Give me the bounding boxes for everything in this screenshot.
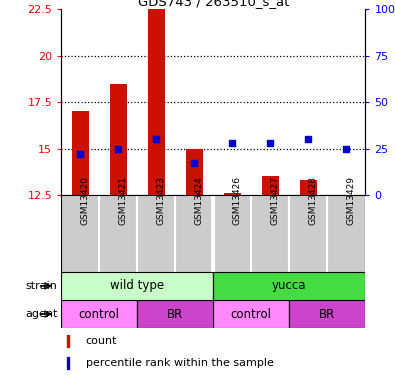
Text: GSM13426: GSM13426 [232,176,241,225]
Bar [289,195,327,272]
Point [153,136,160,142]
Text: strain: strain [25,281,57,291]
Title: GDS743 / 263510_s_at: GDS743 / 263510_s_at [137,0,289,8]
Bar [137,300,213,328]
Text: count: count [86,336,117,346]
Bar [327,195,365,272]
Bar [61,300,137,328]
Point [305,136,312,142]
Bar [213,300,289,328]
Point [77,151,83,157]
Text: control: control [79,308,120,321]
Bar [213,272,365,300]
Text: GSM13428: GSM13428 [308,176,317,225]
Bar [224,193,241,195]
Text: yucca: yucca [272,279,307,292]
Text: GSM13429: GSM13429 [346,176,356,225]
Bar [175,195,213,272]
Bar [61,300,137,328]
Text: BR: BR [167,308,183,321]
Text: GSM13423: GSM13423 [156,176,165,225]
Point [267,140,273,146]
Bar [67,357,68,369]
Bar [300,180,317,195]
Bar [137,300,213,328]
Bar [67,335,68,347]
Bar [61,272,213,300]
Bar [213,272,365,300]
Bar [137,195,175,272]
Bar [289,300,365,328]
Bar [251,195,289,272]
Point [115,146,121,152]
Text: BR: BR [319,308,335,321]
Text: GSM13421: GSM13421 [118,176,127,225]
Text: GSM13427: GSM13427 [270,176,279,225]
Text: control: control [231,308,272,321]
Text: GSM13420: GSM13420 [80,176,89,225]
Point [229,140,235,146]
Text: percentile rank within the sample: percentile rank within the sample [86,358,273,368]
Text: wild type: wild type [110,279,164,292]
Bar [289,300,365,328]
Point [191,160,198,166]
Bar [186,148,203,195]
Bar [71,111,89,195]
Bar [262,177,279,195]
Bar [99,195,137,272]
Text: GSM13424: GSM13424 [194,176,203,225]
Bar [213,195,251,272]
Bar [213,300,289,328]
Point [343,146,350,152]
Bar [61,272,213,300]
Text: agent: agent [25,309,57,319]
Bar [148,9,165,195]
Bar [61,195,99,272]
Bar [110,84,127,195]
